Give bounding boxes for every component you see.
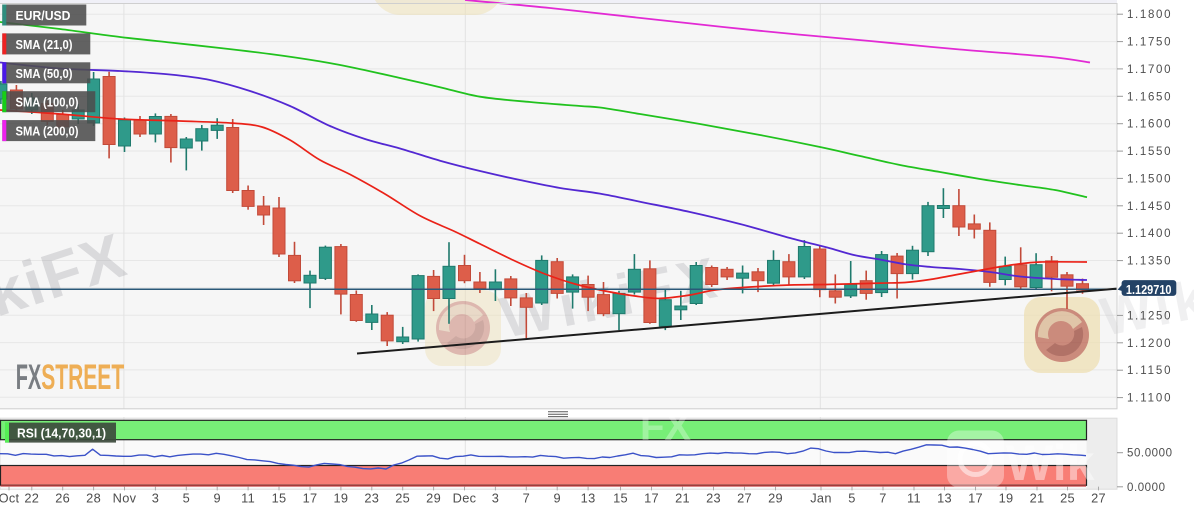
svg-text:5: 5 xyxy=(183,490,190,505)
svg-text:1.1600: 1.1600 xyxy=(1127,119,1171,131)
svg-text:17: 17 xyxy=(644,490,659,505)
svg-text:1.1250: 1.1250 xyxy=(1127,310,1171,322)
svg-text:28: 28 xyxy=(86,490,101,505)
svg-text:1.1450: 1.1450 xyxy=(1127,201,1171,213)
svg-text:26: 26 xyxy=(55,490,70,505)
svg-text:17: 17 xyxy=(968,490,983,505)
svg-text:1.1500: 1.1500 xyxy=(1127,173,1171,185)
svg-text:FX: FX xyxy=(640,405,691,449)
svg-text:Dec: Dec xyxy=(453,490,477,505)
svg-text:RSI (14,70,30,1): RSI (14,70,30,1) xyxy=(17,427,106,441)
svg-text:9: 9 xyxy=(553,490,560,505)
svg-text:1.1150: 1.1150 xyxy=(1127,365,1171,377)
svg-text:1.1700: 1.1700 xyxy=(1127,64,1171,76)
svg-text:25: 25 xyxy=(1060,490,1075,505)
svg-text:13: 13 xyxy=(581,490,596,505)
svg-text:SMA (100,0): SMA (100,0) xyxy=(16,96,79,110)
svg-text:1.129710: 1.129710 xyxy=(1126,283,1172,297)
svg-text:9: 9 xyxy=(213,490,220,505)
svg-text:25: 25 xyxy=(395,490,410,505)
svg-text:3: 3 xyxy=(492,490,499,505)
svg-text:21: 21 xyxy=(675,490,690,505)
svg-text:19: 19 xyxy=(333,490,348,505)
svg-text:19: 19 xyxy=(999,490,1014,505)
svg-text:Jan: Jan xyxy=(810,490,832,505)
svg-text:1.1550: 1.1550 xyxy=(1127,146,1171,158)
svg-text:11: 11 xyxy=(907,490,921,505)
svg-text:Oct: Oct xyxy=(0,490,20,505)
svg-text:29: 29 xyxy=(768,490,783,505)
svg-text:FX: FX xyxy=(16,357,42,397)
svg-text:13: 13 xyxy=(937,490,952,505)
svg-text:1.1100: 1.1100 xyxy=(1127,393,1171,405)
svg-text:5: 5 xyxy=(848,490,855,505)
svg-text:3: 3 xyxy=(152,490,159,505)
svg-text:1.1750: 1.1750 xyxy=(1127,37,1171,49)
svg-text:27: 27 xyxy=(1091,490,1106,505)
svg-text:0.0000: 0.0000 xyxy=(1127,482,1165,494)
svg-text:Wik: Wik xyxy=(1006,435,1095,491)
svg-text:21: 21 xyxy=(1030,490,1045,505)
svg-text:22: 22 xyxy=(24,490,39,505)
svg-text:50.0000: 50.0000 xyxy=(1127,448,1172,460)
svg-text:EUR/USD: EUR/USD xyxy=(16,9,71,23)
svg-text:15: 15 xyxy=(613,490,628,505)
svg-text:1.1350: 1.1350 xyxy=(1127,256,1171,268)
svg-text:Nov: Nov xyxy=(113,490,137,505)
svg-text:23: 23 xyxy=(706,490,721,505)
svg-text:7: 7 xyxy=(879,490,886,505)
svg-text:STREET: STREET xyxy=(41,357,124,397)
svg-text:SMA (21,0): SMA (21,0) xyxy=(16,38,73,52)
svg-text:23: 23 xyxy=(364,490,379,505)
svg-text:1.1400: 1.1400 xyxy=(1127,228,1171,240)
svg-text:27: 27 xyxy=(737,490,752,505)
svg-text:17: 17 xyxy=(303,490,318,505)
svg-text:1.1200: 1.1200 xyxy=(1127,338,1171,350)
svg-text:15: 15 xyxy=(272,490,287,505)
svg-text:1.1800: 1.1800 xyxy=(1127,9,1171,21)
svg-text:7: 7 xyxy=(523,490,530,505)
svg-text:1.1650: 1.1650 xyxy=(1127,91,1171,103)
svg-text:29: 29 xyxy=(426,490,441,505)
svg-text:SMA (50,0): SMA (50,0) xyxy=(16,67,73,81)
svg-text:SMA (200,0): SMA (200,0) xyxy=(16,125,79,139)
svg-text:11: 11 xyxy=(241,490,255,505)
